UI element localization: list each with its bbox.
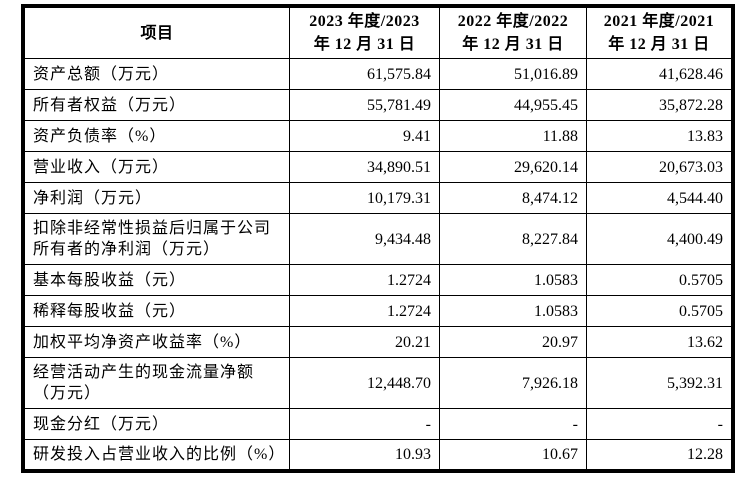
value-2023: 20.21 <box>289 326 440 358</box>
row-label: 营业收入（万元） <box>23 151 290 183</box>
value-2023: 10.93 <box>289 439 440 471</box>
financial-summary-table: 项目 2023 年度/2023 年 12 月 31 日 2022 年度/2022… <box>21 4 735 473</box>
value-2022: 29,620.14 <box>439 151 587 183</box>
column-header-2021-line1: 2021 年度/2021 <box>603 13 715 30</box>
value-2023: 12,448.70 <box>289 357 440 409</box>
value-2021: 35,872.28 <box>586 89 733 121</box>
column-header-2021-line2: 年 12 月 31 日 <box>608 36 710 53</box>
value-2021: 4,400.49 <box>586 213 733 265</box>
value-2021: 0.5705 <box>586 264 733 296</box>
row-label: 资产负债率（%） <box>23 120 290 152</box>
table-row-rd-expense-ratio: 研发投入占营业收入的比例（%） 10.93 10.67 12.28 <box>23 439 733 471</box>
value-2021: 20,673.03 <box>586 151 733 183</box>
table-row-total-assets: 资产总额（万元） 61,575.84 51,016.89 41,628.46 <box>23 58 733 90</box>
row-label: 基本每股收益（元） <box>23 264 290 296</box>
value-2023: 10,179.31 <box>289 182 440 214</box>
value-2021: 4,544.40 <box>586 182 733 214</box>
column-header-2022-line2: 年 12 月 31 日 <box>462 36 564 53</box>
value-2021: 13.83 <box>586 120 733 152</box>
table-row-owners-equity: 所有者权益（万元） 55,781.49 44,955.45 35,872.28 <box>23 89 733 121</box>
value-2023: - <box>289 408 440 440</box>
value-2021: - <box>586 408 733 440</box>
value-2023: 9,434.48 <box>289 213 440 265</box>
table-row-weighted-average-roe: 加权平均净资产收益率（%） 20.21 20.97 13.62 <box>23 326 733 358</box>
row-label: 现金分红（万元） <box>23 408 290 440</box>
value-2022: - <box>439 408 587 440</box>
value-2022: 51,016.89 <box>439 58 587 90</box>
table-row-cash-dividend: 现金分红（万元） - - - <box>23 408 733 440</box>
value-2023: 34,890.51 <box>289 151 440 183</box>
table-row-operating-revenue: 营业收入（万元） 34,890.51 29,620.14 20,673.03 <box>23 151 733 183</box>
row-label: 经营活动产生的现金流量净额（万元） <box>23 357 290 409</box>
value-2023: 61,575.84 <box>289 58 440 90</box>
value-2021: 5,392.31 <box>586 357 733 409</box>
value-2022: 1.0583 <box>439 264 587 296</box>
value-2022: 7,926.18 <box>439 357 587 409</box>
table-row-operating-cash-flow: 经营活动产生的现金流量净额（万元） 12,448.70 7,926.18 5,3… <box>23 357 733 409</box>
value-2022: 8,474.12 <box>439 182 587 214</box>
row-label: 扣除非经常性损益后归属于公司所有者的净利润（万元） <box>23 213 290 265</box>
value-2022: 1.0583 <box>439 295 587 327</box>
value-2021: 41,628.46 <box>586 58 733 90</box>
value-2023: 1.2724 <box>289 295 440 327</box>
column-header-2021: 2021 年度/2021 年 12 月 31 日 <box>586 6 733 59</box>
row-label: 资产总额（万元） <box>23 58 290 90</box>
value-2022: 44,955.45 <box>439 89 587 121</box>
value-2023: 1.2724 <box>289 264 440 296</box>
column-header-2022-line1: 2022 年度/2022 <box>457 13 569 30</box>
table-row-basic-eps: 基本每股收益（元） 1.2724 1.0583 0.5705 <box>23 264 733 296</box>
item-column-header: 项目 <box>23 6 290 59</box>
row-label: 加权平均净资产收益率（%） <box>23 326 290 358</box>
table-row-net-profit: 净利润（万元） 10,179.31 8,474.12 4,544.40 <box>23 182 733 214</box>
header-row: 项目 2023 年度/2023 年 12 月 31 日 2022 年度/2022… <box>23 6 733 59</box>
value-2023: 55,781.49 <box>289 89 440 121</box>
row-label: 所有者权益（万元） <box>23 89 290 121</box>
value-2022: 20.97 <box>439 326 587 358</box>
value-2022: 8,227.84 <box>439 213 587 265</box>
value-2021: 12.28 <box>586 439 733 471</box>
row-label: 研发投入占营业收入的比例（%） <box>23 439 290 471</box>
column-header-2023: 2023 年度/2023 年 12 月 31 日 <box>289 6 440 59</box>
value-2021: 13.62 <box>586 326 733 358</box>
value-2022: 10.67 <box>439 439 587 471</box>
column-header-2023-line1: 2023 年度/2023 <box>309 13 420 30</box>
column-header-2022: 2022 年度/2022 年 12 月 31 日 <box>439 6 587 59</box>
row-label: 稀释每股收益（元） <box>23 295 290 327</box>
row-label: 净利润（万元） <box>23 182 290 214</box>
value-2021: 0.5705 <box>586 295 733 327</box>
value-2022: 11.88 <box>439 120 587 152</box>
value-2023: 9.41 <box>289 120 440 152</box>
table-row-diluted-eps: 稀释每股收益（元） 1.2724 1.0583 0.5705 <box>23 295 733 327</box>
column-header-2023-line2: 年 12 月 31 日 <box>313 36 416 53</box>
table-row-net-profit-after-deduction: 扣除非经常性损益后归属于公司所有者的净利润（万元） 9,434.48 8,227… <box>23 213 733 265</box>
table-row-debt-ratio: 资产负债率（%） 9.41 11.88 13.83 <box>23 120 733 152</box>
